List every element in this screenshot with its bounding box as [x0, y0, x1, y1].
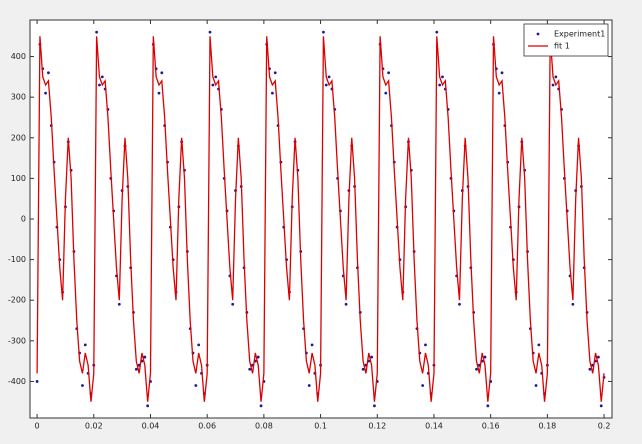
- y-tick-label: -200: [8, 296, 26, 305]
- data-point: [458, 302, 461, 306]
- data-point: [83, 343, 87, 347]
- data-point: [387, 71, 391, 75]
- data-point: [438, 83, 442, 87]
- data-point: [373, 404, 376, 408]
- x-tick-label: 0.16: [482, 422, 500, 431]
- data-point: [424, 343, 427, 347]
- data-point: [596, 355, 600, 359]
- data-point: [551, 83, 555, 87]
- data-point: [475, 367, 478, 371]
- y-tick-label: -300: [8, 336, 26, 345]
- data-point: [534, 384, 538, 387]
- x-tick-label: 0.14: [425, 422, 443, 431]
- data-point: [497, 91, 501, 95]
- data-point: [143, 355, 147, 359]
- data-point: [344, 302, 348, 306]
- data-point: [194, 384, 198, 387]
- data-point: [307, 384, 311, 387]
- data-point: [435, 30, 439, 34]
- data-point: [256, 355, 260, 359]
- data-point: [537, 343, 541, 347]
- data-point: [214, 75, 218, 79]
- data-point: [98, 83, 101, 87]
- data-point: [259, 404, 263, 408]
- y-tick-label: -100: [8, 255, 26, 264]
- data-point: [571, 302, 575, 306]
- data-point: [95, 30, 99, 34]
- data-point: [441, 75, 444, 79]
- x-tick-label: 0.06: [198, 422, 216, 431]
- y-tick-label: 300: [11, 93, 26, 102]
- data-point: [248, 367, 252, 371]
- data-point: [157, 91, 161, 95]
- data-point: [100, 75, 104, 79]
- x-tick-label: 0.08: [255, 422, 273, 431]
- data-point: [270, 91, 274, 95]
- data-point: [47, 71, 50, 75]
- legend-box: [523, 23, 609, 57]
- data-point: [599, 404, 603, 408]
- x-tick-label: 0.04: [142, 422, 160, 431]
- data-point: [361, 367, 365, 371]
- data-point: [44, 91, 47, 95]
- data-point: [554, 75, 558, 79]
- data-point: [483, 355, 487, 359]
- data-point: [384, 91, 388, 95]
- data-point: [211, 83, 215, 87]
- y-tick-label: -400: [8, 377, 26, 386]
- legend-marker: [536, 32, 540, 36]
- y-tick-label: 0: [21, 215, 26, 224]
- fit-line: [36, 36, 605, 402]
- y-tick-label: 200: [11, 133, 26, 142]
- data-point: [117, 302, 121, 306]
- data-point: [370, 355, 374, 359]
- data-point: [486, 404, 490, 408]
- x-tick-label: 0: [35, 422, 40, 431]
- x-tick-label: 0.18: [538, 422, 556, 431]
- x-tick-label: 0.12: [368, 422, 386, 431]
- data-point: [310, 343, 314, 347]
- data-point: [231, 302, 235, 306]
- data-point: [134, 367, 138, 371]
- data-point: [322, 30, 325, 34]
- data-point: [588, 367, 592, 371]
- data-point: [35, 380, 39, 383]
- data-point: [208, 30, 212, 34]
- y-tick-label: 100: [11, 174, 26, 183]
- data-point: [81, 384, 84, 387]
- data-point: [421, 384, 425, 387]
- x-tick-label: 0.02: [85, 422, 103, 431]
- data-point: [146, 404, 150, 408]
- legend-label: fit 1: [554, 42, 570, 51]
- x-tick-label: 0.2: [598, 422, 611, 431]
- x-tick-label: 0.1: [314, 422, 327, 431]
- data-point: [273, 71, 277, 75]
- y-tick-label: 400: [11, 52, 26, 61]
- data-point: [324, 83, 328, 87]
- data-point: [160, 71, 164, 75]
- data-point: [327, 75, 331, 79]
- data-point: [197, 343, 201, 347]
- data-point: [500, 71, 504, 75]
- legend-label: Experiment1: [554, 30, 605, 39]
